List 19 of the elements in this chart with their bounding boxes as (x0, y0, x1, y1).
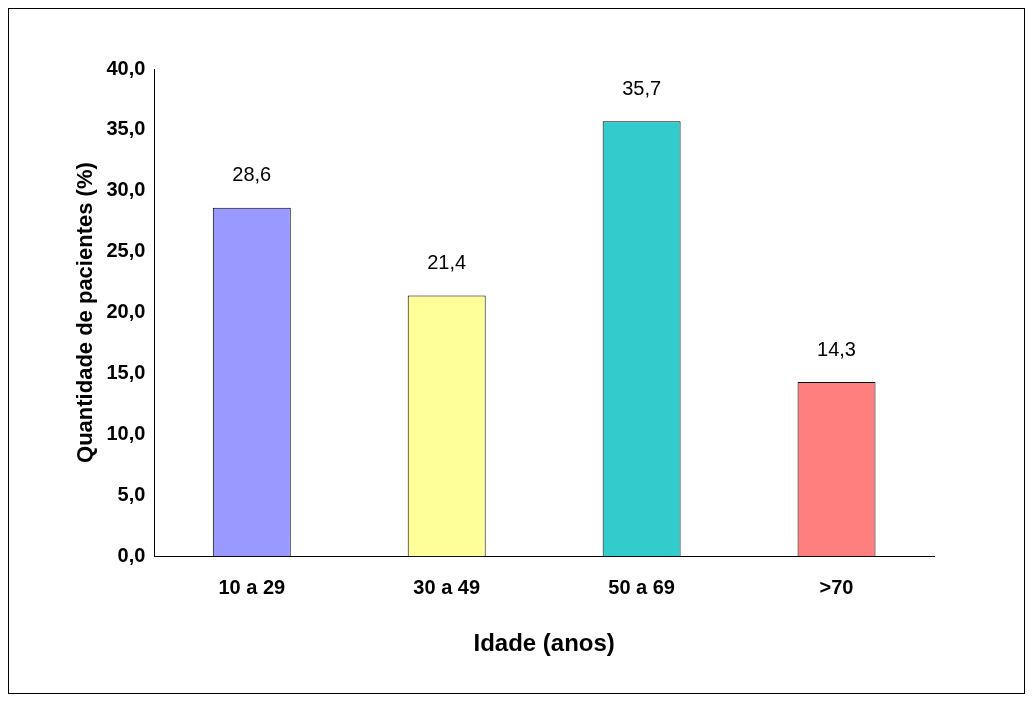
data-label: 14,3 (817, 337, 857, 360)
y-tick-label: 10,0 (106, 421, 146, 444)
y-tick-label: 40,0 (106, 56, 146, 79)
y-tick-label: 25,0 (106, 239, 146, 262)
x-tick-label: 30 a 49 (413, 575, 481, 598)
y-tick-label: 15,0 (106, 361, 146, 384)
data-label: 35,7 (622, 76, 662, 99)
y-tick-label: 0,0 (117, 543, 146, 566)
x-tick-label: 50 a 69 (608, 575, 675, 598)
y-tick-label: 5,0 (117, 482, 146, 505)
x-axis-title: Idade (anos) (473, 629, 615, 657)
data-label: 28,6 (232, 163, 272, 186)
data-label: 21,4 (427, 251, 467, 274)
x-tick-label: 10 a 29 (218, 575, 286, 598)
y-tick-label: 30,0 (106, 178, 146, 201)
y-tick-label: 35,0 (106, 117, 146, 140)
y-axis-title: Quantidade de pacientes (%) (72, 162, 98, 463)
y-tick-label: 20,0 (106, 300, 146, 323)
x-tick-label: >70 (819, 575, 854, 598)
